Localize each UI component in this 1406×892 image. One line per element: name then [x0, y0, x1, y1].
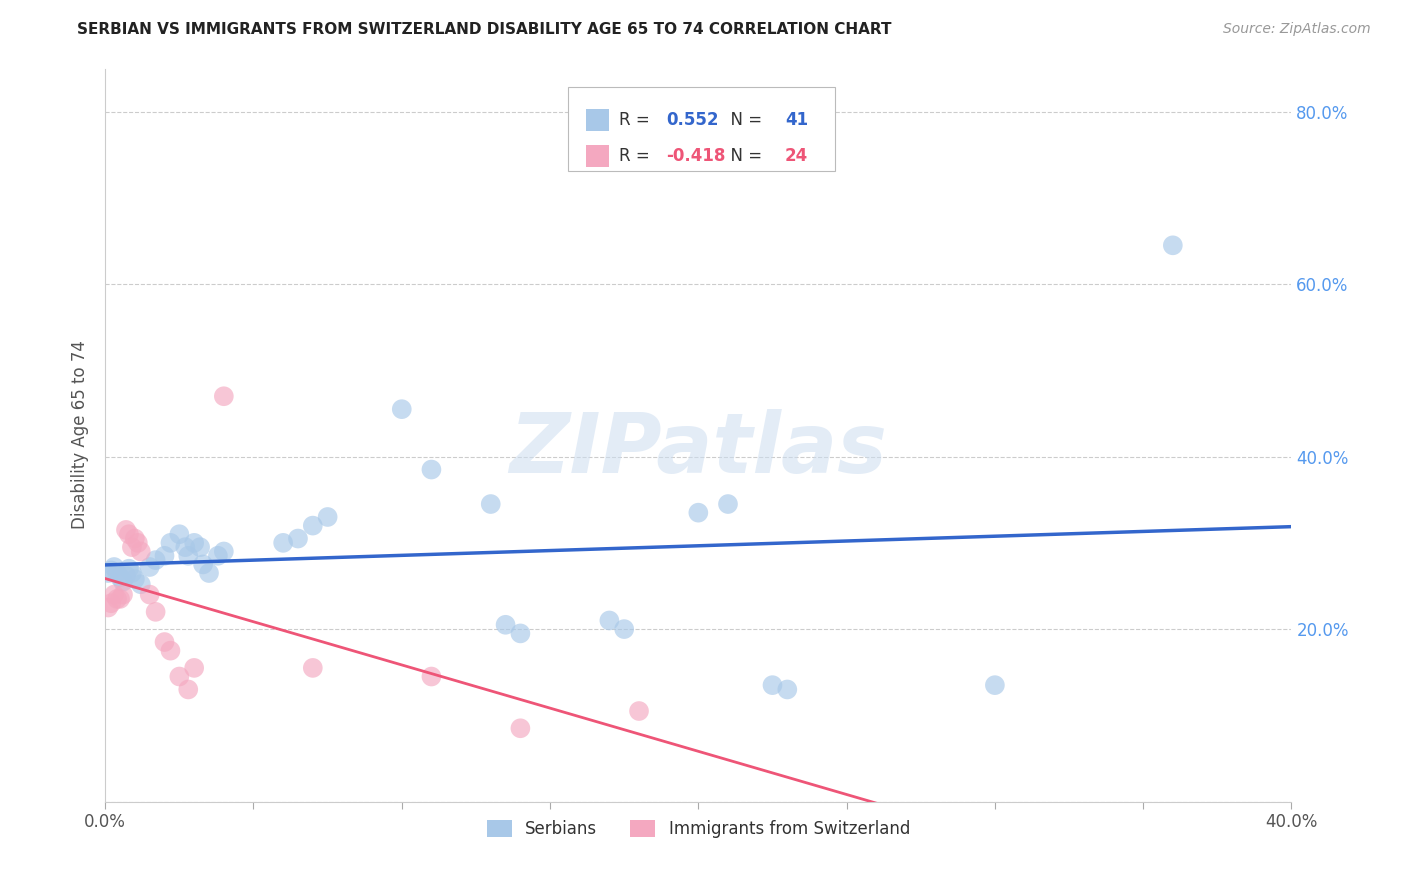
FancyBboxPatch shape: [568, 87, 835, 171]
Point: [108, 570, 131, 584]
Point: [183, 536, 205, 550]
Text: R =: R =: [619, 147, 655, 165]
Text: 41: 41: [785, 111, 808, 128]
Text: ZIPatlas: ZIPatlas: [509, 409, 887, 491]
Point: [138, 560, 160, 574]
Point: [111, 574, 134, 589]
Point: [271, 536, 294, 550]
Point: [191, 558, 214, 572]
Point: [145, 553, 167, 567]
Point: [118, 562, 141, 576]
Point: [159, 536, 181, 550]
Text: N =: N =: [720, 111, 768, 128]
Point: [207, 549, 229, 563]
Point: [124, 532, 146, 546]
Point: [598, 614, 620, 628]
Point: [420, 462, 443, 476]
Point: [105, 591, 128, 606]
Text: 0.552: 0.552: [666, 111, 718, 128]
Point: [420, 669, 443, 683]
Point: [301, 661, 323, 675]
Point: [127, 536, 149, 550]
Point: [627, 704, 650, 718]
Point: [717, 497, 740, 511]
Point: [169, 669, 191, 683]
Text: SERBIAN VS IMMIGRANTS FROM SWITZERLAND DISABILITY AGE 65 TO 74 CORRELATION CHART: SERBIAN VS IMMIGRANTS FROM SWITZERLAND D…: [77, 22, 891, 37]
Point: [100, 564, 122, 578]
Point: [169, 527, 191, 541]
Point: [177, 549, 200, 563]
Point: [115, 523, 138, 537]
Point: [188, 540, 211, 554]
Point: [103, 560, 125, 574]
Point: [129, 544, 152, 558]
Point: [97, 566, 120, 580]
Point: [984, 678, 1007, 692]
Point: [124, 572, 146, 586]
Point: [129, 577, 152, 591]
Point: [1161, 238, 1184, 252]
Point: [287, 532, 309, 546]
Point: [153, 635, 176, 649]
Point: [138, 588, 160, 602]
Point: [97, 600, 120, 615]
Point: [391, 402, 413, 417]
Point: [183, 661, 205, 675]
Point: [111, 588, 134, 602]
Point: [509, 626, 531, 640]
Point: [198, 566, 221, 580]
Point: [153, 549, 176, 563]
Point: [145, 605, 167, 619]
Point: [688, 506, 710, 520]
Point: [776, 682, 799, 697]
Point: [509, 721, 531, 735]
Point: [103, 588, 125, 602]
Point: [212, 389, 235, 403]
Text: N =: N =: [720, 147, 768, 165]
Point: [105, 566, 128, 580]
Point: [177, 682, 200, 697]
Point: [495, 617, 517, 632]
Bar: [586, 109, 609, 131]
Point: [174, 540, 197, 554]
Point: [212, 544, 235, 558]
Point: [100, 596, 122, 610]
Point: [121, 566, 143, 580]
Text: Source: ZipAtlas.com: Source: ZipAtlas.com: [1223, 22, 1371, 37]
Point: [118, 527, 141, 541]
Y-axis label: Disability Age 65 to 74: Disability Age 65 to 74: [72, 341, 89, 530]
Bar: [586, 145, 609, 167]
Point: [159, 643, 181, 657]
Point: [761, 678, 783, 692]
Point: [108, 591, 131, 606]
Point: [301, 518, 323, 533]
Text: R =: R =: [619, 111, 655, 128]
Legend: Serbians, Immigrants from Switzerland: Serbians, Immigrants from Switzerland: [479, 813, 917, 845]
Point: [613, 622, 636, 636]
Point: [316, 510, 339, 524]
Point: [115, 568, 138, 582]
Text: 24: 24: [785, 147, 808, 165]
Point: [479, 497, 502, 511]
Text: -0.418: -0.418: [666, 147, 725, 165]
Point: [121, 540, 143, 554]
